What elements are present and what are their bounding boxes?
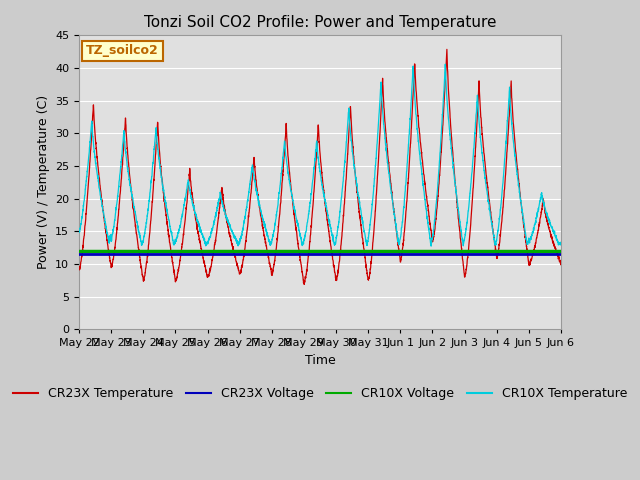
Text: TZ_soilco2: TZ_soilco2 — [86, 45, 159, 58]
Y-axis label: Power (V) / Temperature (C): Power (V) / Temperature (C) — [36, 96, 49, 269]
Legend: CR23X Temperature, CR23X Voltage, CR10X Voltage, CR10X Temperature: CR23X Temperature, CR23X Voltage, CR10X … — [8, 383, 632, 406]
X-axis label: Time: Time — [305, 354, 335, 367]
Title: Tonzi Soil CO2 Profile: Power and Temperature: Tonzi Soil CO2 Profile: Power and Temper… — [144, 15, 496, 30]
